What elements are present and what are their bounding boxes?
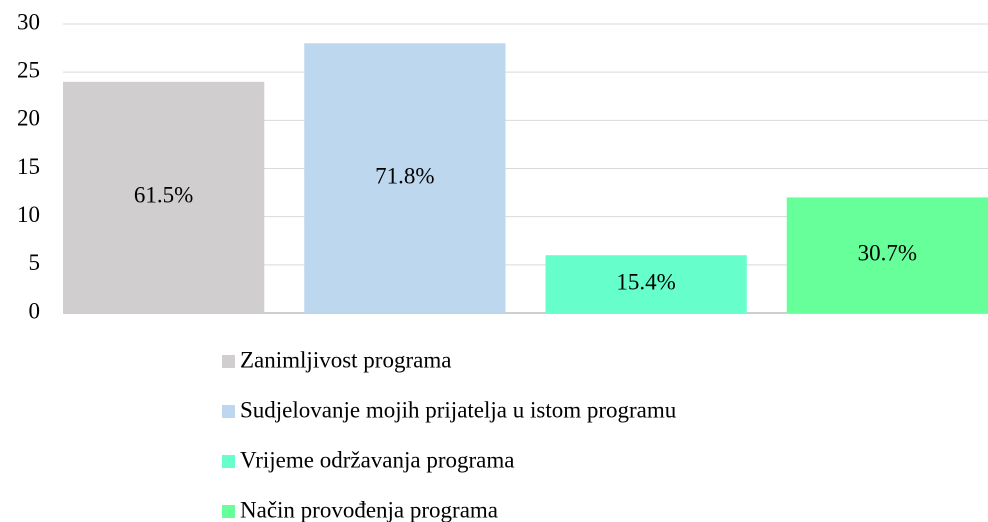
legend-label: Zanimljivost programa	[240, 347, 451, 372]
bar	[545, 255, 747, 313]
bar	[786, 197, 988, 313]
y-tick-label: 15	[17, 154, 40, 179]
bar	[63, 81, 265, 313]
y-tick-label: 30	[17, 9, 40, 34]
legend-swatch	[222, 455, 235, 468]
y-tick-label: 0	[29, 298, 41, 323]
legend-label: Sudjelovanje mojih prijatelja u istom pr…	[240, 397, 677, 422]
legend-swatch	[222, 355, 235, 368]
legend-label: Vrijeme održavanja programa	[240, 447, 514, 472]
data-label: 71.8%	[375, 163, 434, 188]
y-tick-label: 25	[17, 57, 40, 82]
y-tick-label: 10	[17, 202, 40, 227]
legend-label: Način provođenja programa	[240, 497, 498, 522]
data-label: 15.4%	[616, 269, 675, 294]
y-tick-label: 5	[29, 250, 41, 275]
data-label: 61.5%	[134, 183, 193, 208]
y-tick-label: 20	[17, 106, 40, 131]
legend-swatch	[222, 505, 235, 518]
legend-swatch	[222, 405, 235, 418]
bar	[304, 43, 506, 314]
data-label: 30.7%	[858, 240, 917, 265]
